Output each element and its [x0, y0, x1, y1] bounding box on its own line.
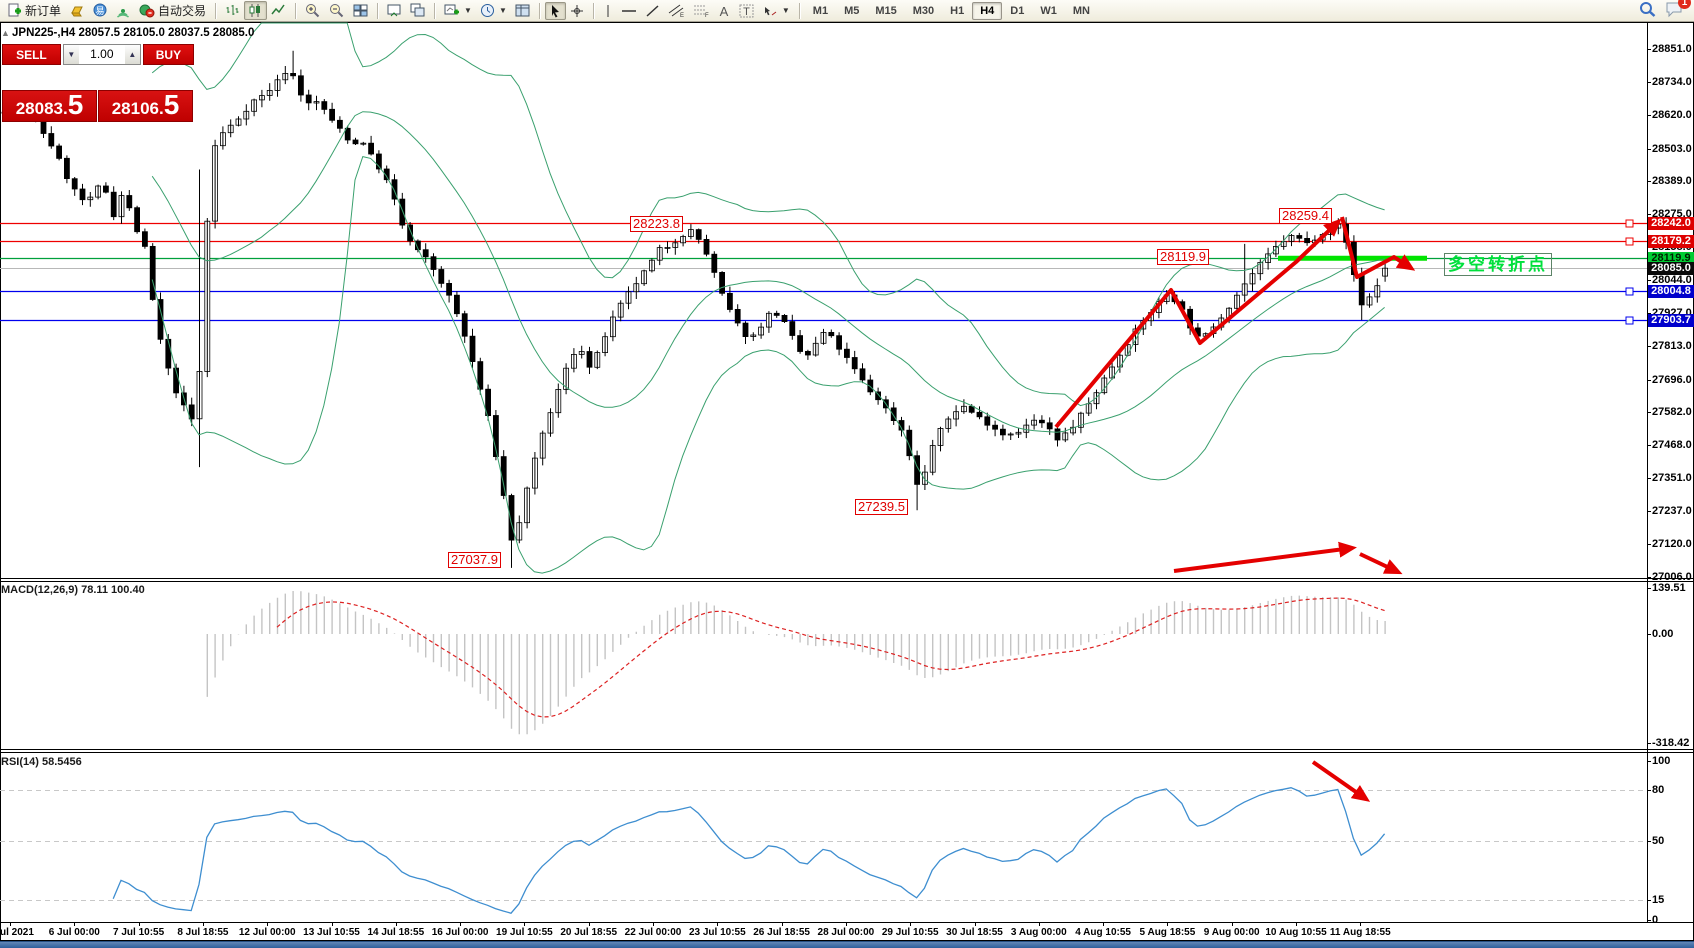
- price-axis-label: 28503.0: [1652, 143, 1694, 155]
- ohlc-values: 28057.5 28105.0 28037.5 28085.0: [79, 27, 255, 39]
- volume-value[interactable]: 1.00: [79, 45, 125, 64]
- date-axis-label: 20 Jul 18:55: [560, 927, 617, 938]
- price-axis-label: 28389.0: [1652, 175, 1694, 187]
- price-badge: 28004.8: [1648, 285, 1694, 298]
- price-axis-label: 28851.0: [1652, 43, 1694, 55]
- macd-axis-label: 139.51: [1652, 582, 1694, 594]
- turning-point-annotation[interactable]: 多空转折点: [1444, 253, 1552, 276]
- sell-price-main: 28083.: [16, 95, 68, 123]
- rsi-axis-label: 80: [1652, 784, 1694, 796]
- volume-increase-button[interactable]: ▲: [125, 45, 140, 64]
- price-axis-label: 27696.0: [1652, 374, 1694, 386]
- rsi-indicator-label: RSI(14) 58.5456: [1, 756, 82, 768]
- volume-decrease-button[interactable]: ▼: [64, 45, 79, 64]
- volume-stepper: ▼ 1.00 ▲: [63, 44, 141, 65]
- rsi-axis-label: 0: [1652, 914, 1694, 926]
- sell-price-display[interactable]: 28083.5: [2, 90, 97, 122]
- date-axis-label: 13 Jul 10:55: [303, 927, 360, 938]
- price-annotation[interactable]: 28223.8: [630, 216, 683, 232]
- date-axis-label: 23 Jul 10:55: [689, 927, 746, 938]
- rsi-axis-label: 15: [1652, 894, 1694, 906]
- rsi-axis-label: 100: [1652, 755, 1694, 767]
- date-axis-label: 4 Aug 10:55: [1075, 927, 1131, 938]
- price-axis-label: 27120.0: [1652, 538, 1694, 550]
- date-axis-label: 3 Aug 00:00: [1011, 927, 1067, 938]
- price-axis-label: 28734.0: [1652, 76, 1694, 88]
- buy-price-main: 28106.: [112, 95, 164, 123]
- rsi-axis-label: 50: [1652, 835, 1694, 847]
- date-axis-label: 5 Jul 2021: [0, 927, 34, 938]
- buy-price-pip: 5: [164, 91, 180, 119]
- sell-button[interactable]: SELL: [2, 44, 61, 65]
- price-axis-label: 27813.0: [1652, 340, 1694, 352]
- macd-axis-label: -318.42: [1652, 737, 1694, 749]
- date-axis-label: 9 Aug 00:00: [1204, 927, 1260, 938]
- date-axis-label: 28 Jul 00:00: [818, 927, 875, 938]
- buy-button[interactable]: BUY: [143, 44, 194, 65]
- symbol-period-label: JPN225-,H4: [12, 27, 75, 39]
- price-annotation[interactable]: 28259.4: [1279, 208, 1332, 224]
- price-axis-label: 27582.0: [1652, 406, 1694, 418]
- date-axis-label: 29 Jul 10:55: [882, 927, 939, 938]
- price-annotation[interactable]: 27037.9: [448, 552, 501, 568]
- price-badge: 28085.0: [1648, 262, 1694, 275]
- one-click-trading-panel: SELL ▼ 1.00 ▲ BUY 28083.5 28106.5: [2, 44, 194, 97]
- price-badge: 27903.7: [1648, 314, 1694, 327]
- macd-axis-label: 0.00: [1652, 628, 1694, 640]
- price-badge: 28242.0: [1648, 217, 1694, 230]
- date-axis-label: 30 Jul 18:55: [946, 927, 1003, 938]
- date-axis-label: 6 Jul 00:00: [49, 927, 100, 938]
- date-axis-label: 14 Jul 18:55: [367, 927, 424, 938]
- collapse-trade-panel-icon[interactable]: ▲: [1, 28, 10, 38]
- date-axis-label: 16 Jul 00:00: [432, 927, 489, 938]
- date-axis-label: 19 Jul 10:55: [496, 927, 553, 938]
- price-axis-label: 27351.0: [1652, 472, 1694, 484]
- date-axis-label: 22 Jul 00:00: [625, 927, 682, 938]
- price-axis-label: 27468.0: [1652, 439, 1694, 451]
- buy-price-display[interactable]: 28106.5: [98, 90, 193, 122]
- price-axis-label: 28620.0: [1652, 109, 1694, 121]
- date-axis-label: 12 Jul 00:00: [239, 927, 296, 938]
- date-axis-label: 5 Aug 18:55: [1140, 927, 1196, 938]
- price-axis-label: 27237.0: [1652, 505, 1694, 517]
- price-annotation[interactable]: 28119.9: [1157, 249, 1209, 265]
- date-axis-label: 8 Jul 18:55: [177, 927, 228, 938]
- macd-indicator-label: MACD(12,26,9) 78.11 100.40: [1, 584, 145, 596]
- date-axis-label: 10 Aug 10:55: [1265, 927, 1326, 938]
- price-annotation[interactable]: 27239.5: [855, 499, 908, 515]
- date-axis-label: 26 Jul 18:55: [753, 927, 810, 938]
- date-axis-label: 7 Jul 10:55: [113, 927, 164, 938]
- date-axis-label: 11 Aug 18:55: [1330, 927, 1391, 938]
- chart-symbol-ohlc: JPN225-,H4 28057.5 28105.0 28037.5 28085…: [12, 27, 254, 39]
- sell-price-pip: 5: [68, 91, 84, 119]
- price-badge: 28179.2: [1648, 235, 1694, 248]
